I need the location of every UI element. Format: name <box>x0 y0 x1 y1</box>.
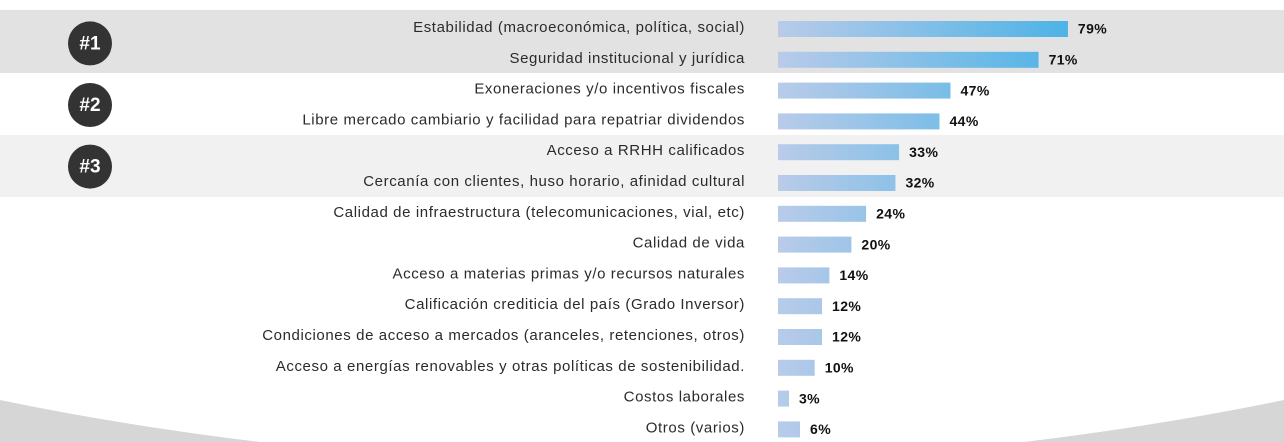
value-label: 12% <box>832 329 861 345</box>
decor <box>1024 400 1284 442</box>
bar <box>778 236 852 253</box>
value-label: 33% <box>909 144 938 160</box>
group-band <box>0 10 1284 73</box>
rank-badge <box>68 144 112 189</box>
value-label: 14% <box>839 267 868 283</box>
bar <box>778 390 790 407</box>
bar <box>778 144 900 161</box>
bar <box>778 113 940 130</box>
bar <box>778 175 896 191</box>
category-label: Calidad de vida <box>633 235 745 252</box>
decor <box>0 400 260 442</box>
category-label: Acceso a RRHH calificados <box>547 142 745 159</box>
category-label: Condiciones de acceso a mercados (arance… <box>262 327 745 344</box>
value-label: 44% <box>949 113 978 129</box>
category-label: Costos laborales <box>624 389 745 406</box>
category-label: Seguridad institucional y jurídica <box>509 50 745 67</box>
value-label: 71% <box>1049 52 1078 68</box>
value-label: 12% <box>832 298 861 314</box>
bar <box>778 21 1068 37</box>
category-label: Calificación crediticia del país (Grado … <box>405 296 745 313</box>
category-label: Calidad de infraestructura (telecomunica… <box>333 204 745 221</box>
value-label: 20% <box>861 236 890 252</box>
rank-label: #3 <box>79 157 100 178</box>
value-label: 6% <box>810 421 831 437</box>
category-label: Libre mercado cambiario y facilidad para… <box>302 111 745 128</box>
category-label: Acceso a materias primas y/o recursos na… <box>393 265 746 282</box>
value-label: 79% <box>1078 21 1107 37</box>
value-label: 10% <box>825 360 854 376</box>
category-label: Exoneraciones y/o incentivos fiscales <box>474 81 745 98</box>
category-label: Cercanía con clientes, huso horario, afi… <box>363 173 745 190</box>
bar <box>778 359 815 376</box>
category-label: Otros (varios) <box>646 419 745 436</box>
rank-badge <box>68 83 112 127</box>
bar <box>778 421 801 438</box>
category-label: Estabilidad (macroeconómica, política, s… <box>413 19 745 36</box>
bar <box>778 82 951 99</box>
bar <box>778 329 823 345</box>
value-label: 32% <box>905 175 934 191</box>
bar <box>778 298 823 315</box>
bar <box>778 51 1039 68</box>
rank-label: #2 <box>79 95 100 116</box>
bar <box>778 205 867 222</box>
value-label: 47% <box>960 82 989 98</box>
rank-badge <box>68 21 112 66</box>
value-label: 3% <box>799 390 820 406</box>
group-band <box>0 135 1284 197</box>
category-label: Acceso a energías renovables y otras pol… <box>276 358 745 375</box>
value-label: 24% <box>876 206 905 222</box>
bar <box>778 267 830 284</box>
rank-label: #1 <box>79 33 101 54</box>
